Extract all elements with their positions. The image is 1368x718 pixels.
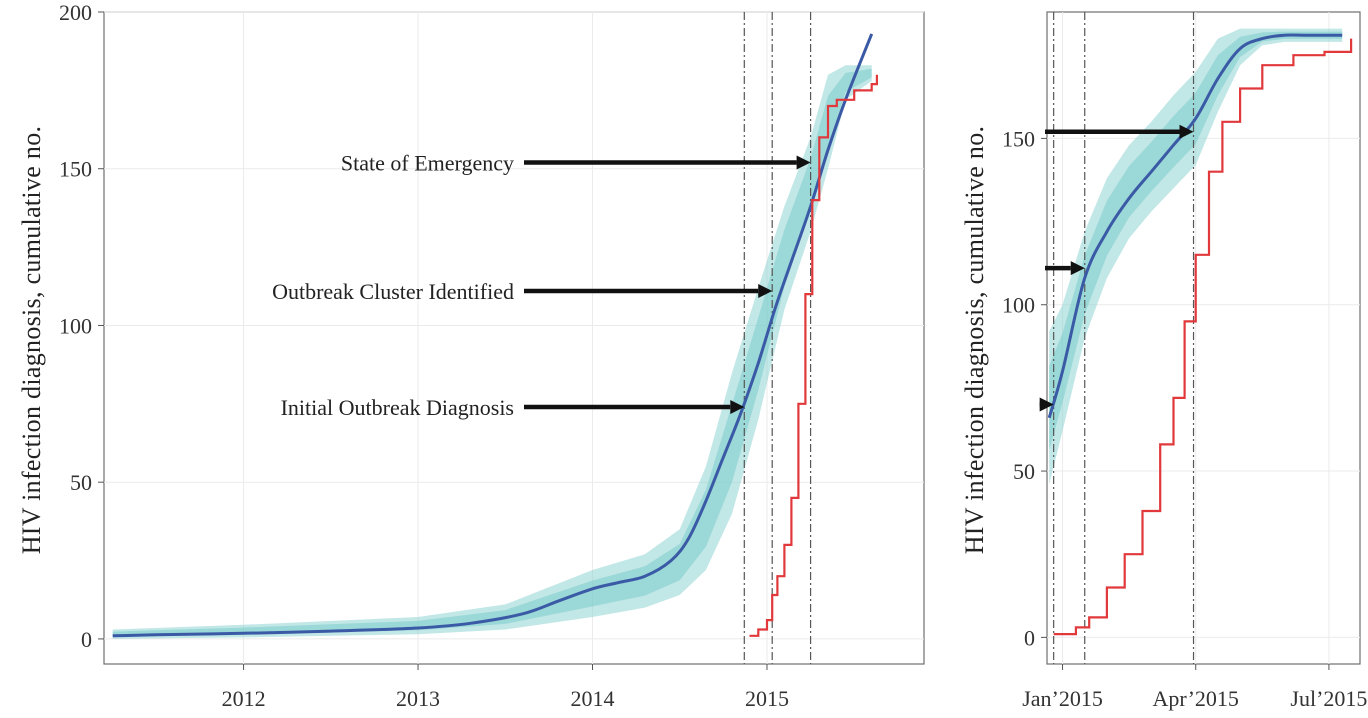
estimated-infections-line (112, 33, 874, 638)
left-series (112, 33, 878, 638)
observed-diagnoses-line (1053, 38, 1353, 636)
x-tick-label: Apr’2015 (1153, 686, 1239, 711)
right-axes: 0 50 100 150 Jan’2015 Apr’2015 Jul’2015 (1002, 126, 1367, 711)
left-event-lines (743, 12, 812, 664)
left-y-axis-title: HIV infection diagnosis, cumulative no. (17, 126, 46, 555)
observed-diagnoses-line (749, 74, 878, 637)
right-panel-chart: 0 50 100 150 Jan’2015 Apr’2015 Jul’2015 HIV in… (960, 11, 1367, 711)
left-annotations: State of Emergency Outbreak Cluster Ident… (272, 150, 811, 420)
annotation-arrow-head (758, 283, 773, 298)
y-tick-label: 150 (1002, 126, 1035, 151)
estimated-infections-line (1047, 33, 1343, 419)
x-tick-label: Jul’2015 (1290, 686, 1367, 711)
left-panel-chart: State of Emergency Outbreak Cluster Ident… (17, 0, 925, 711)
y-tick-label: 200 (59, 0, 92, 25)
annotation-arrow-head (1179, 124, 1194, 139)
left-axes: 0 50 100 150 200 2012 2013 2014 2015 (59, 0, 789, 711)
annotation-label: Outbreak Cluster Identified (272, 279, 514, 304)
annotation-arrow-head (730, 399, 745, 414)
right-y-axis-title: HIV infection diagnosis, cumulative no. (960, 126, 989, 555)
annotation-arrow-head (796, 155, 811, 170)
x-tick-label: Jan’2015 (1022, 686, 1103, 711)
annotation-label: Initial Outbreak Diagnosis (281, 395, 514, 420)
annotation-label: State of Emergency (341, 150, 514, 175)
y-tick-label: 50 (70, 470, 92, 495)
y-tick-label: 0 (81, 627, 92, 652)
right-series (1047, 33, 1353, 636)
y-tick-label: 100 (1002, 293, 1035, 318)
y-tick-label: 50 (1013, 459, 1035, 484)
y-tick-label: 150 (59, 157, 92, 182)
uncertainty-band-core (1049, 31, 1343, 450)
x-tick-label: 2012 (222, 686, 266, 711)
x-tick-label: 2014 (571, 686, 615, 711)
left-panel-frame (103, 11, 925, 665)
y-tick-label: 0 (1024, 625, 1035, 650)
y-tick-label: 100 (59, 313, 92, 338)
right-annotations (1039, 124, 1194, 412)
annotation-arrow-head (1039, 397, 1054, 412)
x-tick-label: 2013 (396, 686, 440, 711)
x-tick-label: 2015 (745, 686, 789, 711)
annotation-arrow-head (1070, 261, 1085, 276)
